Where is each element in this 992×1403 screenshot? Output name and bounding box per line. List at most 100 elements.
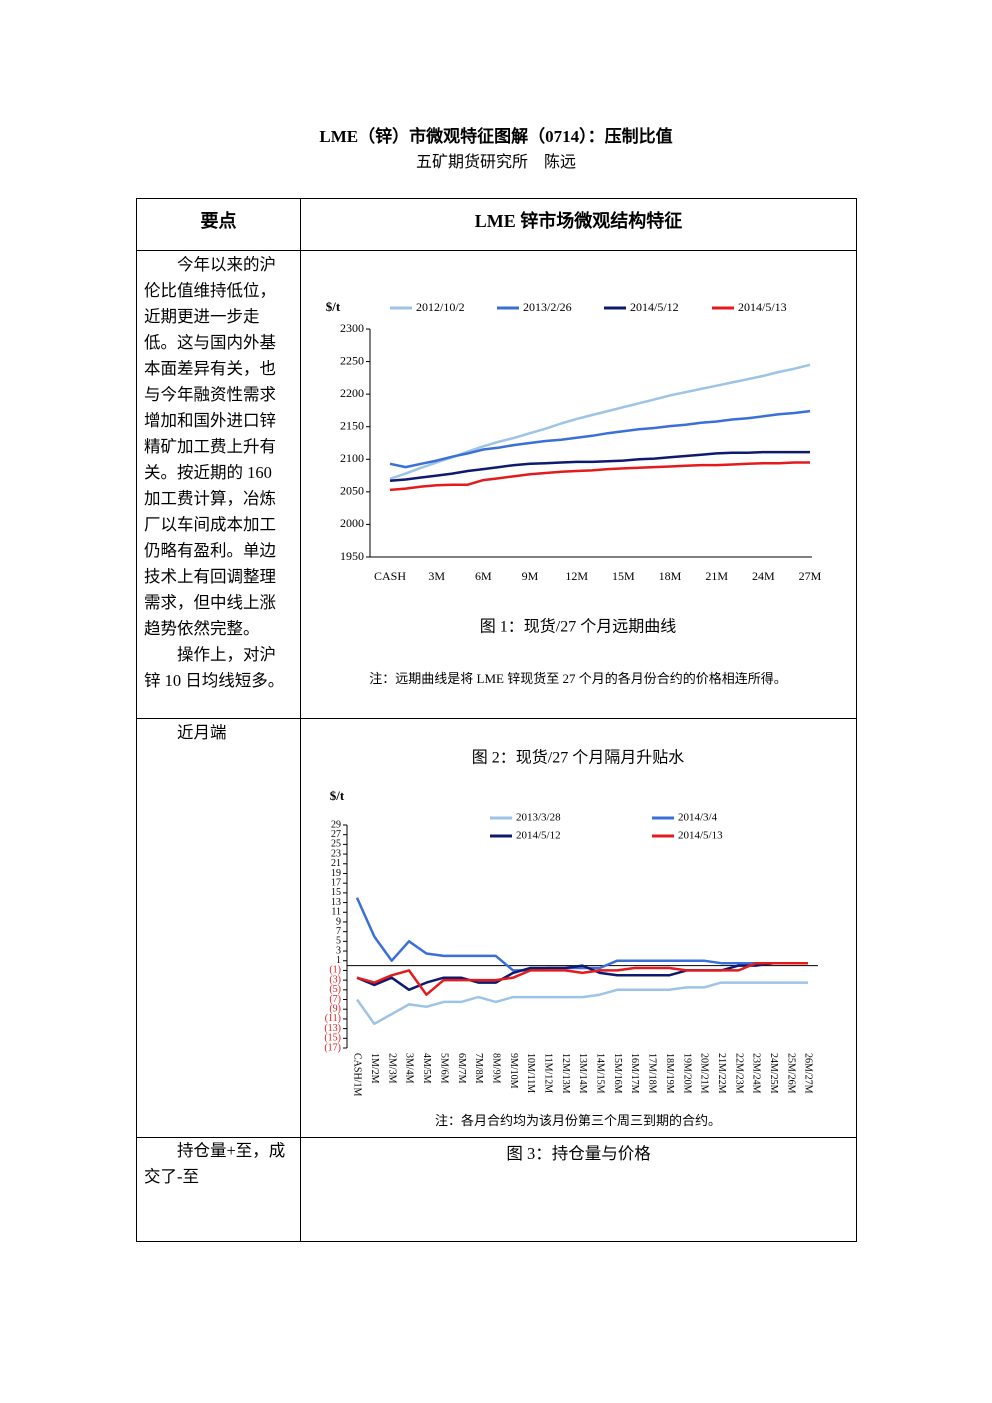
y-axis-label: $/t [330,788,345,803]
x-tick-label: 3M/4M [404,1053,415,1084]
y-tick-label: (9) [329,1004,341,1015]
x-tick-label: 6M [475,569,492,583]
x-tick-label: 1M/2M [369,1053,380,1084]
series-line [389,450,810,483]
x-tick-label: 21M/22M [716,1053,727,1094]
legend-label: 2014/5/13 [738,300,787,314]
y-tick-label: 2000 [340,516,364,530]
x-tick-label: 12M/13M [560,1053,571,1094]
y-tick-label: 17 [331,877,341,888]
x-tick-label: 23M/24M [751,1053,762,1094]
series-line [356,961,808,992]
legend-label: 2013/2/26 [523,300,572,314]
legend-label: 2013/3/28 [516,812,561,824]
chart-title: 图 1：现货/27 个月远期曲线 [480,618,676,636]
x-tick-label: 20M/21M [699,1053,710,1094]
x-tick-label: 9M [522,569,539,583]
x-tick-label: 15M/16M [612,1053,623,1094]
paragraph: 近月端 [177,723,227,742]
y-tick-label: 2200 [340,386,364,400]
y-tick-label: 7 [336,926,341,937]
y-tick-label: (1) [329,965,341,976]
y-tick-label: (5) [329,984,341,995]
paragraph: 今年以来的沪伦比值维持低位，近期更进一步走低。这与国内外基本面差异有关，也与今年… [144,255,276,638]
x-tick-label: 27M [799,569,822,583]
y-tick-label: 2300 [340,321,364,335]
table-border [136,198,137,1242]
doc-title: LME（锌）市微观特征图解（0714）：压制比值 [319,127,673,146]
x-tick-label: 2M/3M [386,1053,397,1084]
series-line [356,961,808,996]
x-tick-label: 5M/6M [438,1053,449,1084]
x-tick-label: CASH/1M [352,1053,363,1096]
x-tick-label: 18M [659,569,682,583]
x-tick-label: 17M/18M [647,1053,658,1094]
y-tick-label: 29 [331,819,341,830]
legend-label: 2014/5/13 [678,830,723,842]
y-tick-label: 2050 [340,484,364,498]
x-tick-label: 13M/14M [577,1053,588,1094]
x-tick-label: 15M [612,569,635,583]
y-tick-label: 1950 [340,549,364,563]
table-border [136,198,857,199]
x-tick-label: 14M/15M [595,1053,606,1094]
series-line [389,409,811,469]
y-tick-label: 2150 [340,418,364,432]
chart-title: 图 2：现货/27 个月隔月升贴水 [472,749,684,767]
y-tick-label: (13) [324,1023,341,1034]
chart-note: 注：远期曲线是将 LME 锌现货至 27 个月的各月份合约的价格相连所得。 [369,671,786,686]
table-header: LME 锌市场微观结构特征 [474,211,683,231]
y-tick-label: 21 [331,858,341,869]
x-tick-label: 3M [428,569,445,583]
y-tick-label: 23 [331,848,341,859]
chart-note: 注：各月合约均为该月份第三个周三到期的合约。 [435,1113,721,1128]
x-tick-label: CASH [374,569,406,583]
y-tick-label: 3 [336,945,341,956]
table-border [856,198,857,1242]
y-tick-label: 25 [331,839,341,850]
y-tick-label: 27 [331,829,341,840]
x-tick-label: 6M/7M [456,1053,467,1084]
cell-text: 今年以来的沪伦比值维持低位，近期更进一步走低。这与国内外基本面差异有关，也与今年… [144,252,292,694]
y-tick-label: (7) [329,994,341,1005]
x-tick-label: 9M/10M [508,1053,519,1089]
cell-text: 持仓量+至，成交了-至 [144,1138,292,1190]
y-tick-label: 9 [336,916,341,927]
y-tick-label: 13 [331,897,341,908]
table-border [136,1241,857,1242]
y-tick-label: 5 [336,936,341,947]
y-tick-label: 2250 [340,353,364,367]
cell-text: 近月端 [144,720,292,746]
y-tick-label: (15) [324,1033,341,1044]
paragraph: 持仓量+至，成交了-至 [144,1141,286,1186]
table-border [136,1137,857,1138]
y-tick-label: (17) [324,1042,341,1053]
table-header: 要点 [200,211,237,231]
legend-label: 2014/5/12 [630,300,679,314]
series-line [355,981,808,1026]
y-tick-label: 1 [336,955,341,966]
x-tick-label: 22M/23M [733,1053,744,1094]
x-tick-label: 19M/20M [681,1053,692,1094]
x-tick-label: 4M/5M [421,1053,432,1084]
x-tick-label: 25M/26M [785,1053,796,1094]
y-tick-label: 15 [331,887,341,898]
x-tick-label: 21M [705,569,728,583]
x-tick-label: 26M/27M [803,1053,814,1094]
paragraph: 操作上，对沪锌 10 日均线短多。 [144,645,285,690]
x-tick-label: 10M/11M [525,1053,536,1093]
x-tick-label: 16M/17M [629,1053,640,1094]
table-border [136,250,857,251]
x-tick-label: 18M/19M [664,1053,675,1094]
table-border [300,198,301,1242]
legend-label: 2014/3/4 [678,812,718,824]
y-axis-label: $/t [326,299,341,314]
doc-author: 五矿期货研究所 陈远 [415,154,576,171]
legend-label: 2014/5/12 [516,830,561,842]
y-tick-label: 2100 [340,451,364,465]
y-tick-label: (3) [329,974,341,985]
legend-label: 2012/10/2 [416,300,465,314]
y-tick-label: 19 [331,868,341,879]
